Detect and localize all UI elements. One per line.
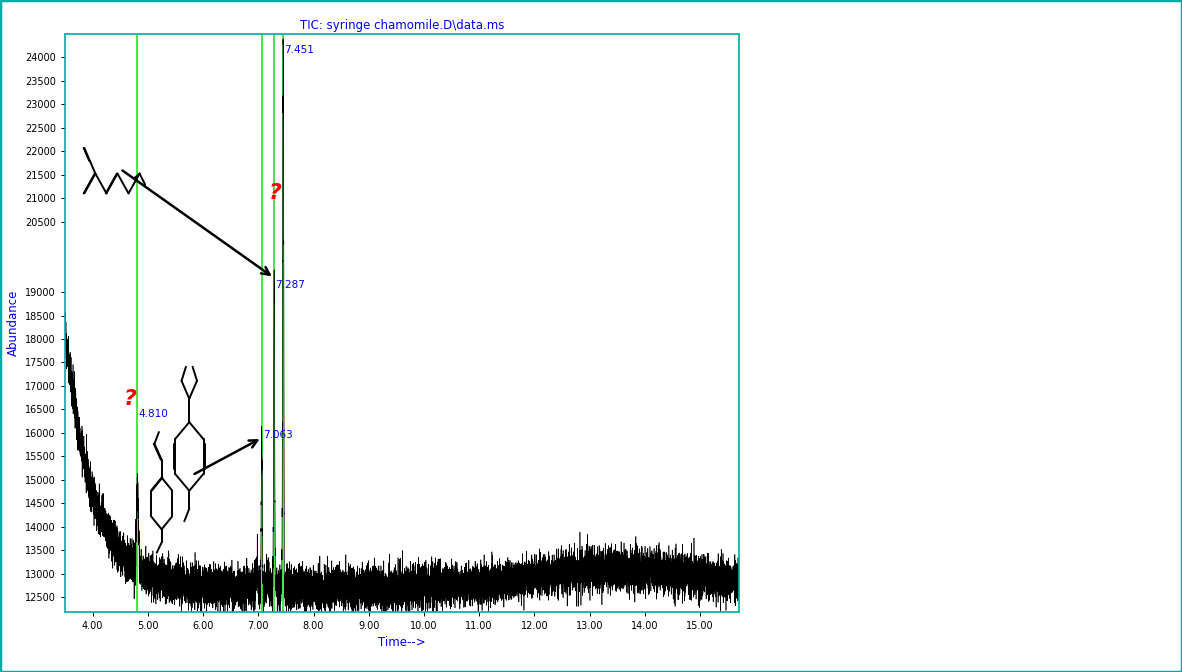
Text: 4.810: 4.810	[138, 409, 168, 419]
Text: 7.451: 7.451	[285, 45, 314, 54]
Title: TIC: syringe chamomile.D\data.ms: TIC: syringe chamomile.D\data.ms	[300, 19, 504, 32]
Y-axis label: Abundance: Abundance	[6, 290, 19, 355]
Text: 7.063: 7.063	[262, 430, 293, 440]
Text: 7.287: 7.287	[275, 280, 305, 290]
X-axis label: Time-->: Time-->	[378, 636, 426, 649]
Text: ?: ?	[268, 183, 281, 203]
Text: ?: ?	[124, 390, 137, 409]
